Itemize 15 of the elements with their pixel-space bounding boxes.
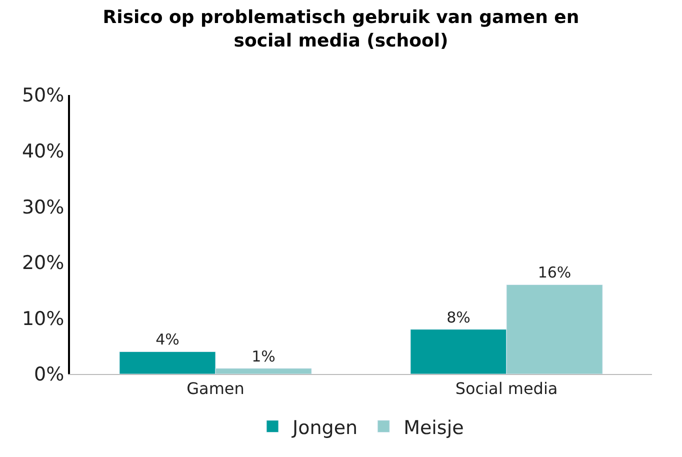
chart-title: Risico op problematisch gebruik van gamen en social media (school) <box>102 6 580 52</box>
legend-label: Meisje <box>404 416 464 439</box>
legend-label: Jongen <box>292 416 358 439</box>
y-tick-label: 20% <box>22 252 64 274</box>
y-tick-label: 10% <box>22 308 64 330</box>
x-tick-label: Gamen <box>186 379 244 398</box>
data-label: 4% <box>156 330 180 349</box>
data-label: 8% <box>446 308 470 326</box>
y-tick-label: 40% <box>22 140 64 162</box>
y-tick-label: 30% <box>22 196 64 218</box>
y-tick-label: 0% <box>34 364 64 386</box>
data-label: 1% <box>252 347 276 366</box>
data-label: 16% <box>538 264 572 282</box>
y-tick-label: 50% <box>22 84 64 107</box>
x-tick-label: Social media <box>455 379 558 398</box>
